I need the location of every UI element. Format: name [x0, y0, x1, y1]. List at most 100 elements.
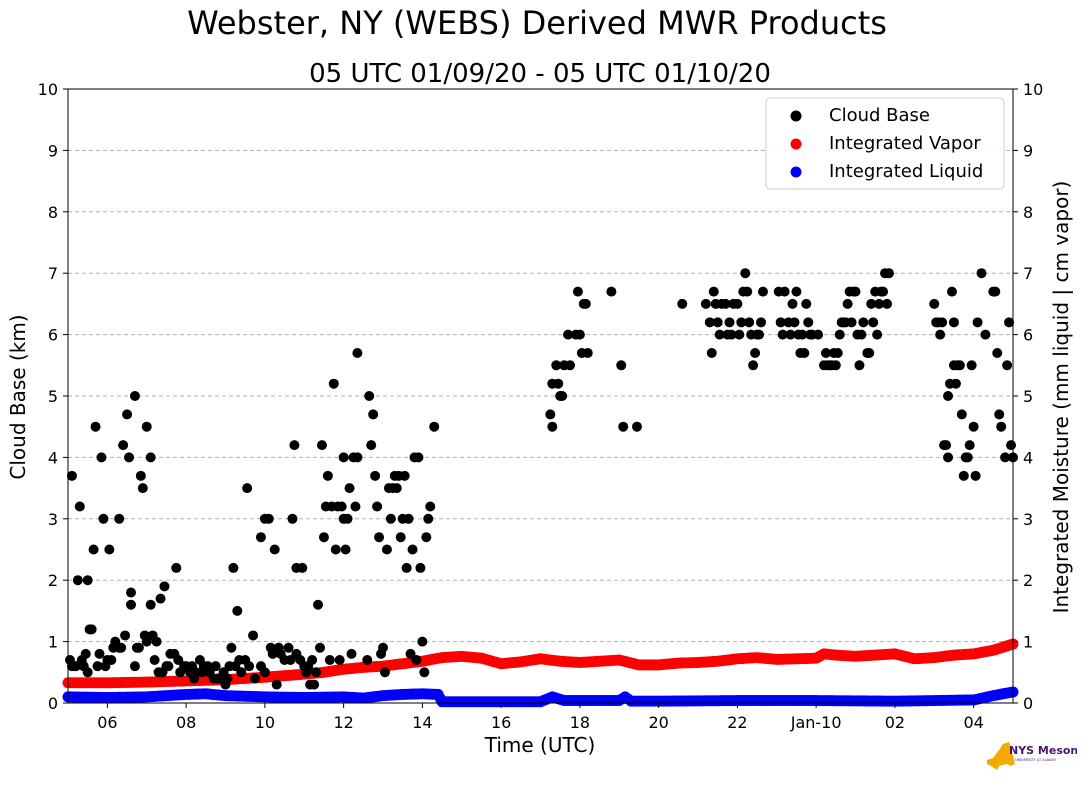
cloud-base-point — [135, 470, 146, 481]
cloud-base-point — [318, 532, 329, 543]
x-tick-label: 04 — [963, 713, 983, 732]
y-tick-label: 6 — [48, 326, 58, 345]
cloud-base-point — [316, 440, 327, 451]
cloud-base-point — [129, 391, 140, 401]
y-tick-label: 10 — [38, 80, 58, 99]
cloud-base-point — [1004, 317, 1015, 328]
cloud-base-point — [990, 286, 1001, 297]
cloud-base-point — [996, 421, 1007, 432]
nys-mesonet-logo: NYS Mesonet UNIVERSITY AT ALBANY — [985, 740, 1089, 772]
cloud-base-point — [785, 329, 796, 340]
cloud-base-point — [415, 562, 426, 573]
cloud-base-point — [413, 452, 424, 463]
cloud-base-point — [618, 421, 629, 432]
cloud-base-point — [677, 298, 688, 309]
cloud-base-point — [866, 298, 877, 309]
cloud-base-point — [937, 317, 948, 328]
y2-tick-label: 10 — [1023, 80, 1043, 99]
cloud-base-point — [126, 587, 136, 598]
cloud-base-point — [834, 329, 845, 340]
cloud-base-point — [557, 391, 568, 401]
cloud-base-point — [92, 661, 103, 672]
cloud-base-point — [700, 298, 711, 309]
cloud-base-point — [976, 268, 987, 279]
cloud-base-point — [606, 286, 617, 297]
cloud-base-point — [330, 544, 341, 555]
cloud-base-point — [362, 655, 373, 666]
cloud-base-point — [943, 391, 954, 401]
cloud-base-point — [133, 642, 144, 653]
cloud-base-point — [946, 286, 957, 297]
x-tick-label: 08 — [176, 713, 196, 732]
cloud-base-point — [551, 360, 562, 371]
cloud-base-point — [411, 655, 422, 666]
y-tick-label: 0 — [48, 694, 58, 713]
cloud-base-point — [236, 667, 247, 678]
cloud-base-point — [813, 329, 824, 340]
y2-tick-label: 8 — [1023, 203, 1033, 222]
cloud-base-point — [352, 348, 363, 359]
cloud-base-point — [883, 268, 894, 279]
cloud-base-point — [381, 544, 392, 555]
y2-tick-label: 0 — [1023, 694, 1033, 713]
cloud-base-point — [547, 421, 558, 432]
cloud-base-point — [342, 513, 353, 524]
cloud-base-point — [336, 501, 347, 512]
cloud-base-point — [385, 513, 396, 524]
cloud-base-point — [797, 329, 808, 340]
x-axis-label: Time (UTC) — [484, 733, 596, 757]
cloud-base-point — [269, 544, 280, 555]
cloud-base-point — [563, 329, 574, 340]
cloud-base-point — [407, 544, 418, 555]
x-tick-label: 22 — [727, 713, 747, 732]
legend-marker-integrated-liquid — [790, 166, 802, 178]
cloud-base-point — [565, 360, 576, 371]
legend-label-integrated-vapor: Integrated Vapor — [829, 133, 981, 154]
cloud-base-point — [395, 532, 406, 543]
cloud-base-point — [958, 470, 969, 481]
cloud-base-point — [228, 562, 239, 573]
x-tick-label: 12 — [333, 713, 353, 732]
cloud-base-point — [878, 286, 889, 297]
cloud-base-point — [122, 409, 133, 420]
y-tick-label: 5 — [48, 387, 58, 406]
cloud-base-point — [801, 298, 812, 309]
cloud-base-point — [374, 532, 385, 543]
cloud-base-point — [791, 286, 802, 297]
cloud-base-point — [882, 298, 892, 309]
x-tick-label: Jan-10 — [790, 713, 842, 732]
cloud-base-point — [378, 642, 388, 653]
cloud-base-point — [94, 648, 105, 659]
cloud-base-point — [777, 329, 788, 340]
cloud-base-point — [582, 348, 593, 359]
cloud-base-point — [242, 483, 253, 494]
cloud-base-series — [64, 268, 1018, 690]
logo-subtext: UNIVERSITY AT ALBANY — [1015, 758, 1057, 762]
cloud-base-point — [1006, 440, 1017, 451]
legend-label-cloud-base: Cloud Base — [829, 105, 930, 126]
cloud-base-point — [754, 329, 765, 340]
cloud-base-point — [1000, 452, 1011, 463]
cloud-base-point — [1002, 360, 1013, 371]
cloud-base-point — [255, 532, 266, 543]
legend-marker-cloud-base — [790, 110, 802, 122]
cloud-base-point — [309, 679, 320, 690]
y-axis-left-ticks: 0 1 2 3 4 5 6 7 8 9 10 — [38, 80, 68, 713]
ny-state-shape-icon — [987, 742, 1015, 770]
cloud-base-point — [846, 317, 857, 328]
x-tick-label: 06 — [97, 713, 117, 732]
cloud-base-point — [313, 599, 324, 610]
cloud-base-point — [104, 544, 115, 555]
cloud-base-point — [972, 317, 983, 328]
cloud-base-point — [775, 317, 786, 328]
cloud-base-point — [545, 409, 556, 420]
y2-tick-label: 6 — [1023, 326, 1033, 345]
legend-marker-integrated-vapor — [790, 138, 802, 150]
cloud-base-point — [74, 501, 85, 512]
cloud-base-point — [126, 599, 136, 610]
cloud-base-point — [106, 655, 117, 666]
cloud-base-point — [145, 452, 156, 463]
cloud-base-point — [137, 483, 148, 494]
cloud-base-point — [704, 317, 715, 328]
legend-frame — [765, 97, 1005, 190]
